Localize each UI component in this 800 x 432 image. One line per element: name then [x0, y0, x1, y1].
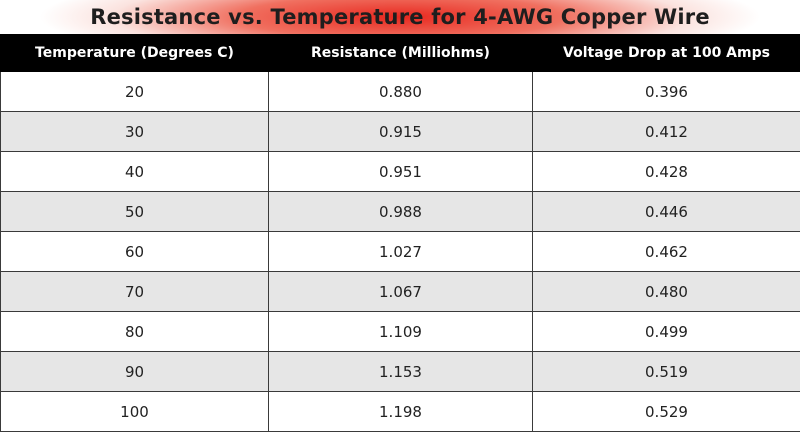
- table-cell: 0.499: [533, 312, 800, 352]
- table-cell: 1.153: [269, 352, 533, 392]
- column-header: Voltage Drop at 100 Amps: [533, 35, 800, 72]
- table-cell: 1.027: [269, 232, 533, 272]
- table-cell: 0.428: [533, 152, 800, 192]
- table-cell: 0.462: [533, 232, 800, 272]
- table-cell: 1.198: [269, 392, 533, 432]
- table-cell: 90: [1, 352, 269, 392]
- title: Resistance vs. Temperature for 4-AWG Cop…: [90, 5, 710, 29]
- table-cell: 0.480: [533, 272, 800, 312]
- column-header: Temperature (Degrees C): [1, 35, 269, 72]
- table-cell: 40: [1, 152, 269, 192]
- table-cell: 30: [1, 112, 269, 152]
- table-cell: 0.519: [533, 352, 800, 392]
- table-cell: 0.880: [269, 72, 533, 112]
- title-banner: Resistance vs. Temperature for 4-AWG Cop…: [0, 0, 800, 34]
- table-cell: 0.446: [533, 192, 800, 232]
- table-cell: 0.529: [533, 392, 800, 432]
- table-cell: 0.412: [533, 112, 800, 152]
- table-cell: 70: [1, 272, 269, 312]
- column-header: Resistance (Milliohms): [269, 35, 533, 72]
- table-cell: 60: [1, 232, 269, 272]
- table-cell: 100: [1, 392, 269, 432]
- table-cell: 0.915: [269, 112, 533, 152]
- table-cell: 80: [1, 312, 269, 352]
- table-cell: 50: [1, 192, 269, 232]
- table-cell: 0.951: [269, 152, 533, 192]
- table-cell: 0.988: [269, 192, 533, 232]
- data-table: Temperature (Degrees C)Resistance (Milli…: [0, 34, 800, 432]
- table-cell: 1.109: [269, 312, 533, 352]
- table-cell: 0.396: [533, 72, 800, 112]
- header-row: Temperature (Degrees C)Resistance (Milli…: [1, 35, 800, 72]
- table-cell: 20: [1, 72, 269, 112]
- table-cell: 1.067: [269, 272, 533, 312]
